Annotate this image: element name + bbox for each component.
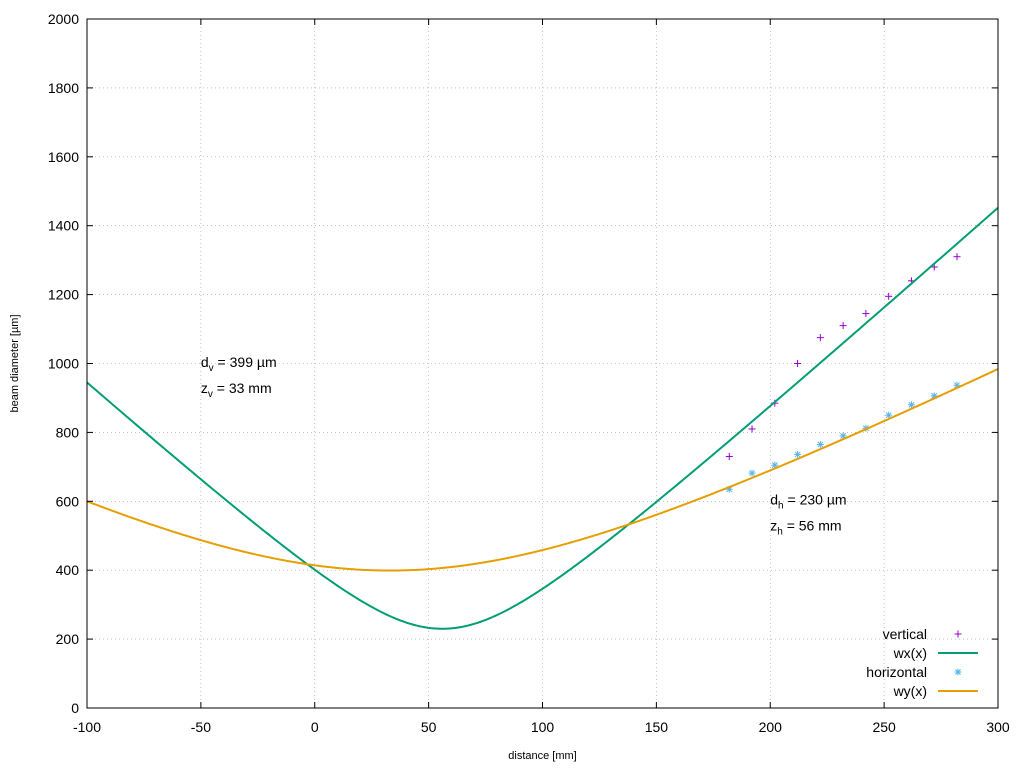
- data-point-vertical: [839, 322, 847, 330]
- x-tick-label: 300: [986, 719, 1010, 735]
- x-tick-label: 0: [311, 719, 319, 735]
- x-tick-label: -100: [73, 719, 101, 735]
- legend-label: wx(x): [893, 645, 927, 661]
- annotation-symbol: d: [201, 354, 209, 370]
- data-point-vertical: [725, 453, 733, 461]
- y-tick-label: 200: [56, 631, 80, 647]
- y-tick-label: 0: [71, 700, 79, 716]
- data-point-vertical: [794, 360, 802, 367]
- y-tick-label: 1200: [48, 287, 79, 303]
- legend-label: vertical: [883, 626, 927, 642]
- legend-entry: vertical: [883, 626, 962, 642]
- data-point-vertical: [953, 253, 961, 261]
- annotation-subscript: h: [777, 527, 783, 538]
- data-point-vertical: [885, 292, 893, 300]
- data-point-horizontal: [771, 461, 779, 469]
- annotation-value: = 230 µm: [784, 492, 847, 508]
- y-tick-label: 400: [56, 562, 80, 578]
- y-tick-label: 1600: [48, 149, 79, 165]
- ticks: -100 -50 0 50 100 150 200 250 300 0 200 400 600 800 10…: [48, 11, 1010, 735]
- y-tick-label: 1400: [48, 218, 79, 234]
- grid: [87, 19, 998, 708]
- data-point-horizontal: [839, 432, 847, 440]
- data-point-vertical: [748, 425, 756, 433]
- y-tick-label: 2000: [48, 11, 79, 27]
- annotation-symbol: d: [770, 492, 778, 508]
- data-point-horizontal: [907, 401, 915, 409]
- x-tick-label: 100: [531, 719, 555, 735]
- legend-swatch: [954, 630, 962, 638]
- legend-label: horizontal: [866, 664, 927, 680]
- data-point-horizontal: [794, 450, 802, 458]
- annotation-value: = 399 µm: [214, 354, 277, 370]
- y-tick-label: 1000: [48, 356, 79, 372]
- x-tick-label: -50: [191, 719, 211, 735]
- annotation-value: = 33 mm: [213, 380, 272, 396]
- y-tick-label: 600: [56, 493, 80, 509]
- annotation-subscript: v: [209, 363, 214, 374]
- x-tick-label: 250: [872, 719, 896, 735]
- x-tick-label: 50: [421, 719, 437, 735]
- data-point-horizontal: [748, 469, 756, 477]
- y-axis-label: beam diameter [µm]: [9, 314, 21, 412]
- data-point-horizontal: [885, 411, 893, 419]
- annotation-zv: zv = 33 mm: [201, 380, 272, 400]
- data-point-horizontal: [816, 440, 824, 448]
- y-tick-label: 800: [56, 424, 80, 440]
- data-point-vertical: [862, 310, 870, 318]
- annotation-dv: dv = 399 µm: [201, 354, 277, 374]
- legend-entry: horizontal: [866, 664, 962, 680]
- legend-swatch: [954, 668, 962, 676]
- annotation-zh: zh = 56 mm: [770, 518, 841, 538]
- annotation-symbol: z: [201, 380, 208, 396]
- series-line-wy-x-: [87, 368, 998, 572]
- legend-label: wy(x): [893, 683, 927, 699]
- annotation-subscript: h: [778, 501, 784, 512]
- annotation-subscript: v: [208, 389, 213, 400]
- annotation-value: = 56 mm: [783, 518, 842, 534]
- series-layer: [87, 207, 998, 630]
- legend-entry: wy(x): [893, 683, 978, 699]
- x-axis-label: distance [mm]: [508, 750, 576, 762]
- x-tick-label: 200: [759, 719, 783, 735]
- legend-entry: wx(x): [893, 645, 978, 661]
- data-point-vertical: [816, 334, 824, 342]
- y-tick-label: 1800: [48, 80, 79, 96]
- annotation-dh: dh = 230 µm: [770, 492, 846, 512]
- legend: vertical wx(x) horizontal wy(x): [866, 626, 978, 699]
- x-tick-label: 150: [645, 719, 669, 735]
- series-line-wx-x-: [87, 207, 998, 630]
- annotation-symbol: z: [770, 518, 777, 534]
